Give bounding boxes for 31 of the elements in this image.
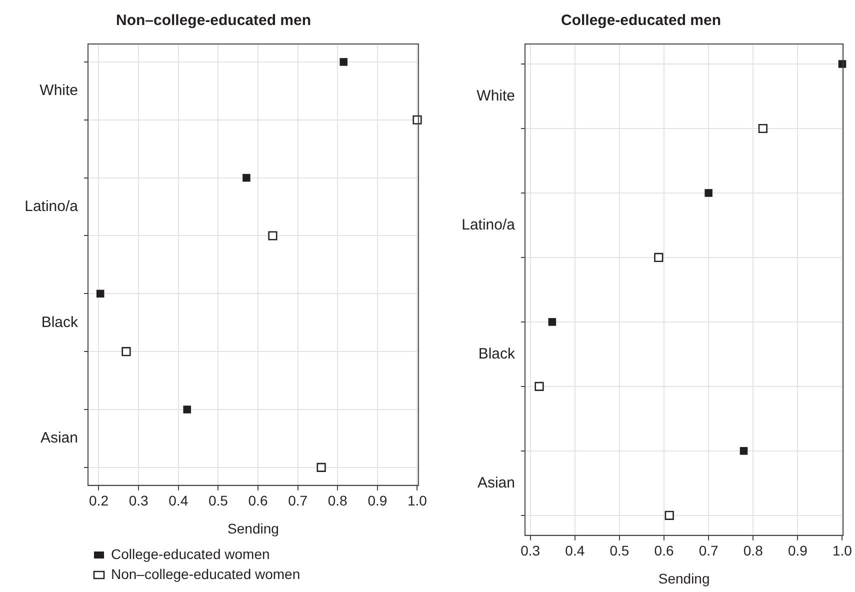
x-tick-label: 0.5: [610, 542, 630, 559]
x-axis-title: Sending: [658, 570, 710, 586]
x-tick-label: 0.9: [788, 542, 808, 559]
y-tick-label: Latino/a: [462, 216, 516, 234]
y-tick-label: Latino/a: [24, 198, 79, 215]
x-tick-label: 0.4: [168, 492, 188, 509]
x-tick-label: 0.5: [208, 492, 228, 509]
x-tick-label: 0.3: [128, 492, 149, 509]
x-tick-label: 0.6: [654, 542, 674, 559]
x-tick-label: 0.7: [698, 542, 719, 559]
x-tick-label: 1.0: [832, 542, 852, 559]
y-tick-label: Asian: [477, 474, 515, 492]
y-tick-label: White: [476, 87, 515, 104]
x-tick-label: 0.7: [288, 492, 308, 509]
chart-title: College-educated men: [560, 12, 722, 30]
y-tick-label: White: [40, 82, 78, 100]
y-tick-label: Asian: [40, 430, 78, 447]
x-tick-label: 0.3: [520, 542, 540, 559]
x-tick-label: 0.2: [89, 492, 109, 509]
x-tick-label: 0.9: [368, 492, 388, 509]
chart-title: Non–college-educated men: [116, 12, 312, 30]
y-tick-label: Black: [478, 345, 516, 362]
legend-label: Non–college-educated women: [111, 566, 300, 582]
x-tick-label: 0.8: [328, 492, 348, 509]
x-tick-label: 1.0: [408, 492, 428, 509]
x-axis-title: Sending: [228, 520, 279, 536]
x-tick-label: 0.8: [743, 542, 764, 559]
y-tick-label: Black: [41, 314, 78, 331]
x-tick-label: 0.4: [565, 542, 585, 559]
legend-label: College-educated women: [111, 546, 270, 562]
x-tick-label: 0.6: [248, 492, 268, 509]
